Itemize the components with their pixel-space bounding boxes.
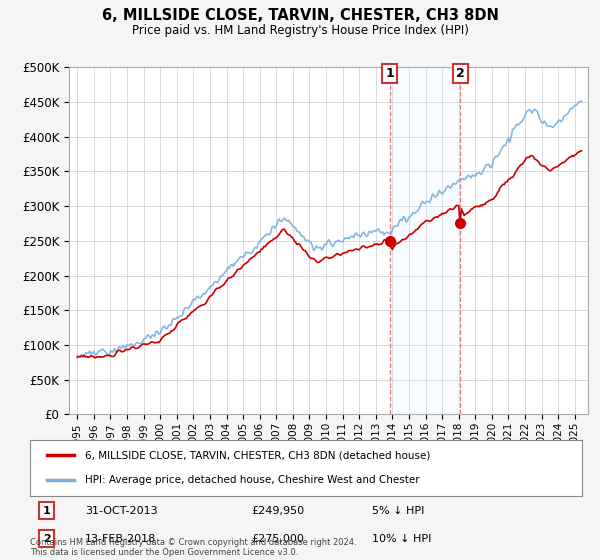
- Text: £275,000: £275,000: [251, 534, 304, 544]
- Text: 31-OCT-2013: 31-OCT-2013: [85, 506, 158, 516]
- Text: HPI: Average price, detached house, Cheshire West and Chester: HPI: Average price, detached house, Ches…: [85, 475, 420, 485]
- Text: 2: 2: [455, 67, 464, 80]
- Text: 2: 2: [43, 534, 50, 544]
- Text: 6, MILLSIDE CLOSE, TARVIN, CHESTER, CH3 8DN: 6, MILLSIDE CLOSE, TARVIN, CHESTER, CH3 …: [101, 8, 499, 24]
- Text: Contains HM Land Registry data © Crown copyright and database right 2024.
This d: Contains HM Land Registry data © Crown c…: [30, 538, 356, 557]
- Text: 1: 1: [43, 506, 50, 516]
- Text: £249,950: £249,950: [251, 506, 304, 516]
- Text: 6, MILLSIDE CLOSE, TARVIN, CHESTER, CH3 8DN (detached house): 6, MILLSIDE CLOSE, TARVIN, CHESTER, CH3 …: [85, 450, 431, 460]
- Text: 5% ↓ HPI: 5% ↓ HPI: [372, 506, 425, 516]
- Text: 1: 1: [385, 67, 394, 80]
- Text: 13-FEB-2018: 13-FEB-2018: [85, 534, 157, 544]
- Bar: [389, 67, 460, 414]
- Text: Price paid vs. HM Land Registry's House Price Index (HPI): Price paid vs. HM Land Registry's House …: [131, 24, 469, 36]
- Text: 10% ↓ HPI: 10% ↓ HPI: [372, 534, 431, 544]
